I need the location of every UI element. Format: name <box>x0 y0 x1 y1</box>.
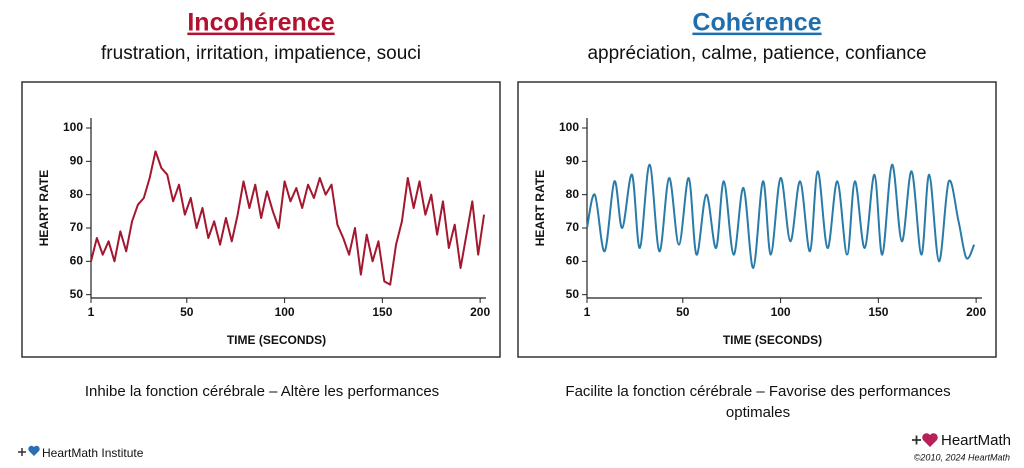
y-tick-label: 70 <box>566 220 580 234</box>
line-series <box>90 150 486 286</box>
y-tick-label: 100 <box>63 120 83 134</box>
footer-right: HeartMath <box>941 432 1011 449</box>
x-tick-label: 200 <box>470 305 490 319</box>
copyright: ©2010, 2024 HeartMath <box>914 452 1010 462</box>
x-tick-label: 50 <box>180 305 194 319</box>
line-series <box>586 163 976 270</box>
x-tick-label: 1 <box>88 305 95 319</box>
heart-icon <box>922 433 938 447</box>
y-tick-label: 90 <box>70 154 84 168</box>
y-tick-label: 70 <box>70 220 84 234</box>
x-tick-label: 150 <box>372 305 392 319</box>
y-tick-label: 60 <box>70 254 84 268</box>
chart-frame <box>517 81 997 358</box>
x-tick-label: 1 <box>584 305 591 319</box>
x-tick-label: 100 <box>275 305 295 319</box>
plus-icon <box>18 448 26 456</box>
chart-title: Incohérence <box>187 9 334 37</box>
y-axis-label: HEART RATE <box>37 170 51 246</box>
y-axis-label: HEART RATE <box>533 170 547 246</box>
chart-frame <box>21 81 501 358</box>
y-tick-label: 80 <box>566 187 580 201</box>
x-tick-label: 150 <box>868 305 888 319</box>
y-tick-label: 50 <box>566 287 580 301</box>
heart-icon <box>28 445 40 456</box>
chart-subtitle: appréciation, calme, patience, confiance <box>587 43 926 64</box>
chart-subtitle: frustration, irritation, impatience, sou… <box>101 43 421 64</box>
plus-icon <box>912 435 921 445</box>
y-tick-label: 80 <box>70 187 84 201</box>
x-axis-label: TIME (SECONDS) <box>227 333 326 347</box>
x-tick-label: 50 <box>676 305 690 319</box>
x-tick-label: 200 <box>966 305 986 319</box>
caption: Inhibe la fonction cérébrale – Altère le… <box>85 383 439 400</box>
chart-title: Cohérence <box>692 9 821 37</box>
y-tick-label: 50 <box>70 287 84 301</box>
y-tick-label: 100 <box>559 120 579 134</box>
y-tick-label: 90 <box>566 154 580 168</box>
y-tick-label: 60 <box>566 254 580 268</box>
x-tick-label: 100 <box>771 305 791 319</box>
footer-left: HeartMath Institute <box>42 446 144 460</box>
caption: optimales <box>726 404 790 421</box>
x-axis-label: TIME (SECONDS) <box>723 333 822 347</box>
caption: Facilite la fonction cérébrale – Favoris… <box>565 383 950 400</box>
